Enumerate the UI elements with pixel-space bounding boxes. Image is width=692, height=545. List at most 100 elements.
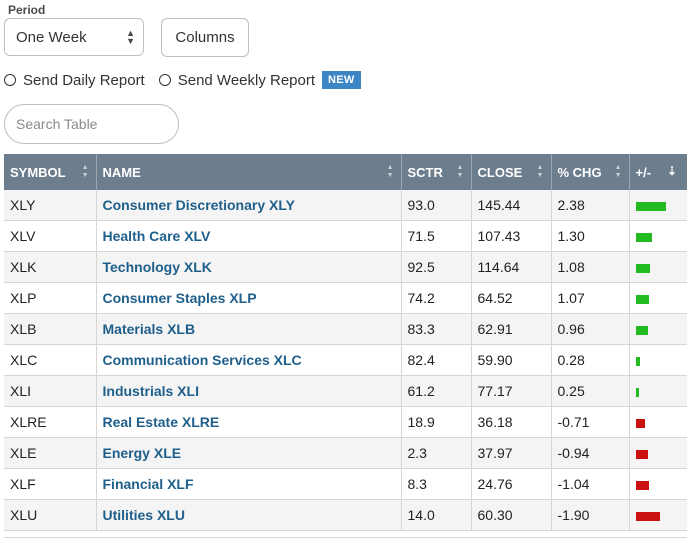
sector-table: SYMBOL ▲ ▼ NAME ▲ ▼ SCTR ▲ ▼ CLOSE ▲ ▼ % CHG ▲ ▼ +… [4,154,687,531]
period-label: Period [8,3,46,17]
change-bar [635,418,645,428]
cell-symbol: XLI [4,375,97,407]
cell-symbol: XLRE [4,406,97,438]
cell-change-bar [629,375,687,407]
cell-sctr: 18.9 [401,406,472,438]
search-table-input[interactable] [4,104,179,144]
sort-arrows-icon: ▲ ▼ [536,164,544,179]
table-header-row: SYMBOL ▲ ▼ NAME ▲ ▼ SCTR ▲ ▼ CLOSE ▲ ▼ % CHG ▲ ▼ +… [4,154,687,190]
etf-name-link[interactable]: Energy XLE [102,445,182,461]
table-row[interactable]: XLU Utilities XLU 14.0 60.30 -1.90 [4,499,687,531]
table-row[interactable]: XLI Industrials XLI 61.2 77.17 0.25 [4,375,687,407]
header-name[interactable]: NAME ▲ ▼ [96,154,402,190]
cell-pct-chg: 0.96 [551,313,630,345]
etf-name-link[interactable]: Industrials XLI [102,383,199,399]
radio-empty-icon[interactable] [158,74,171,86]
change-bar [635,325,648,335]
cell-name: Energy XLE [96,437,402,469]
cell-close: 59.90 [471,344,552,376]
table-row[interactable]: XLC Communication Services XLC 82.4 59.90 0.… [4,344,687,376]
cell-name: Industrials XLI [96,375,402,407]
cell-sctr: 83.3 [401,313,472,345]
cell-close: 24.76 [471,468,552,500]
change-bar [635,356,640,366]
cell-sctr: 93.0 [401,190,472,221]
change-bar [635,201,666,211]
columns-button[interactable]: Columns [161,18,249,57]
cell-symbol: XLK [4,251,97,283]
etf-name-link[interactable]: Utilities XLU [102,507,185,523]
table-row[interactable]: XLRE Real Estate XLRE 18.9 36.18 -0.71 [4,406,687,438]
cell-name: Materials XLB [96,313,402,345]
cell-pct-chg: 0.28 [551,344,630,376]
etf-name-link[interactable]: Materials XLB [102,321,196,337]
table-row[interactable]: XLY Consumer Discretionary XLY 93.0 145.44 2… [4,190,687,221]
table-row[interactable]: XLV Health Care XLV 71.5 107.43 1.30 [4,220,687,252]
period-select[interactable]: One Week ▲ ▼ [4,18,144,56]
report-options: Send Daily Report Send Weekly Report NEW [4,70,361,90]
radio-empty-icon[interactable] [4,74,16,86]
cell-symbol: XLV [4,220,97,252]
header-symbol-label: SYMBOL [10,164,66,180]
cell-name: Communication Services XLC [96,344,402,376]
etf-name-link[interactable]: Communication Services XLC [102,352,302,368]
cell-change-bar [629,220,687,252]
etf-name-link[interactable]: Consumer Staples XLP [102,290,257,306]
change-bar [635,263,650,273]
send-daily-report-option[interactable]: Send Daily Report [4,72,145,89]
cell-pct-chg: 0.25 [551,375,630,407]
cell-symbol: XLY [4,190,97,221]
new-badge: NEW [322,71,361,89]
table-row[interactable]: XLE Energy XLE 2.3 37.97 -0.94 [4,437,687,469]
cell-close: 145.44 [471,190,552,221]
cell-pct-chg: -1.90 [551,499,630,531]
cell-sctr: 14.0 [401,499,472,531]
table-row[interactable]: XLB Materials XLB 83.3 62.91 0.96 [4,313,687,345]
change-bar [635,294,649,304]
cell-name: Consumer Discretionary XLY [96,190,402,221]
header-plus-minus-label: +/- [635,164,652,180]
header-pct-chg[interactable]: % CHG ▲ ▼ [551,154,630,190]
etf-name-link[interactable]: Technology XLK [102,259,212,275]
etf-name-link[interactable]: Real Estate XLRE [102,414,220,430]
table-row[interactable]: XLP Consumer Staples XLP 74.2 64.52 1.07 [4,282,687,314]
cell-change-bar [629,468,687,500]
send-daily-report-label: Send Daily Report [23,71,145,89]
send-weekly-report-option[interactable]: Send Weekly Report [158,71,316,89]
cell-name: Financial XLF [96,468,402,500]
cell-close: 62.91 [471,313,552,345]
table-row[interactable]: XLF Financial XLF 8.3 24.76 -1.04 [4,468,687,500]
header-plus-minus[interactable]: +/- ⇣ [629,154,687,190]
cell-change-bar [629,406,687,438]
sort-descending-icon: ⇣ [666,164,677,178]
cell-sctr: 61.2 [401,375,472,407]
header-symbol[interactable]: SYMBOL ▲ ▼ [4,154,97,190]
cell-sctr: 2.3 [401,437,472,469]
table-bottom-border [4,537,687,538]
cell-symbol: XLE [4,437,97,469]
cell-close: 36.18 [471,406,552,438]
cell-pct-chg: -0.94 [551,437,630,469]
table-row[interactable]: XLK Technology XLK 92.5 114.64 1.08 [4,251,687,283]
up-down-chevron-icon: ▲ ▼ [126,28,135,46]
etf-name-link[interactable]: Consumer Discretionary XLY [102,197,295,213]
cell-name: Health Care XLV [96,220,402,252]
cell-close: 107.43 [471,220,552,252]
cell-symbol: XLC [4,344,97,376]
cell-name: Consumer Staples XLP [96,282,402,314]
cell-pct-chg: 1.07 [551,282,630,314]
sort-arrows-icon: ▲ ▼ [386,164,394,179]
change-bar [635,232,652,242]
etf-name-link[interactable]: Financial XLF [102,476,194,492]
sort-arrows-icon: ▲ ▼ [614,164,622,179]
send-weekly-report-label: Send Weekly Report [177,71,316,89]
cell-sctr: 82.4 [401,344,472,376]
etf-name-link[interactable]: Health Care XLV [102,228,211,244]
cell-symbol: XLF [4,468,97,500]
change-bar [635,449,648,459]
change-bar [635,480,649,490]
cell-close: 64.52 [471,282,552,314]
cell-change-bar [629,313,687,345]
header-close[interactable]: CLOSE ▲ ▼ [471,154,552,190]
header-sctr[interactable]: SCTR ▲ ▼ [401,154,472,190]
